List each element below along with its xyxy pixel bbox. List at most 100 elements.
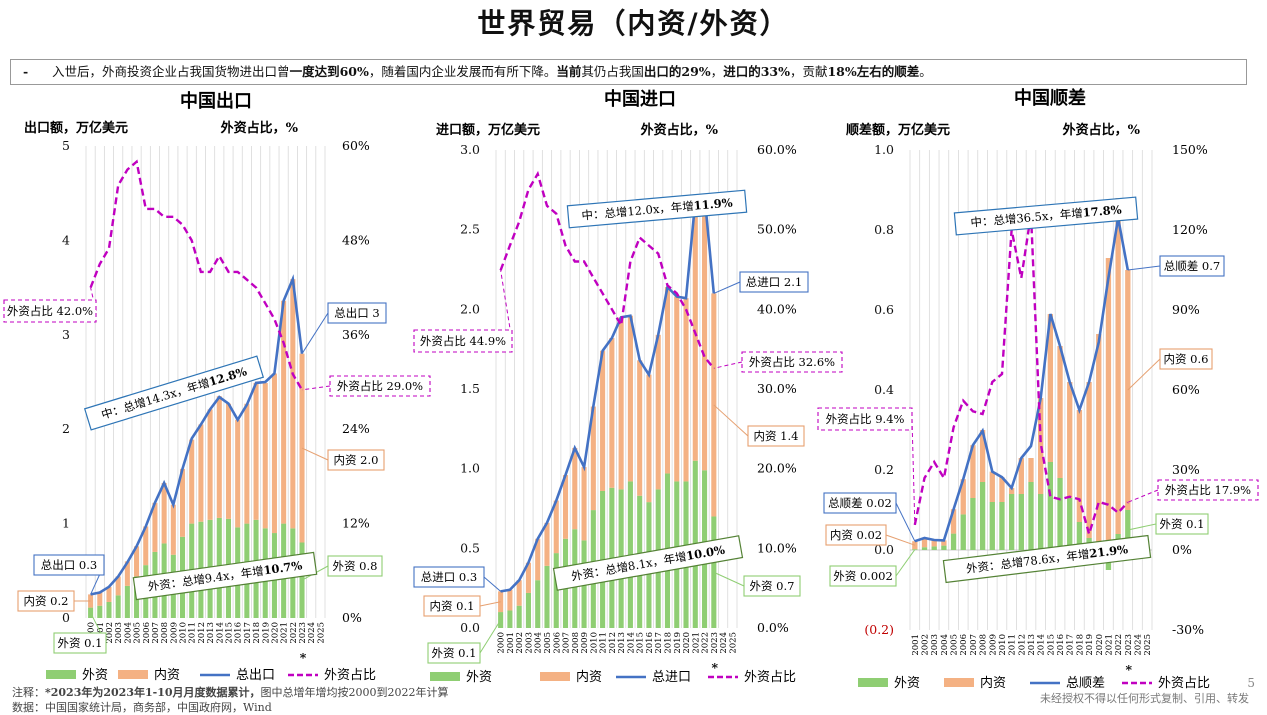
bar-foreign [97, 606, 102, 618]
bar-domestic [665, 287, 670, 473]
legend-swatch-foreign [430, 672, 460, 681]
panel-title: 中国进口 [604, 88, 676, 110]
x-tick-label: 2021 [1104, 634, 1114, 656]
x-tick-label: 2010 [998, 634, 1008, 656]
callout-foreign-start-leader [896, 550, 915, 576]
x-tick-label: 2013 [1027, 634, 1037, 656]
x-tick-label: 2016 [1056, 634, 1066, 656]
y2-axis-label: 外资占比，% [220, 120, 299, 136]
bar-foreign [1019, 494, 1024, 550]
legend-swatch-domestic [118, 670, 148, 679]
legend-label-domestic: 内资 [576, 669, 602, 685]
bar-foreign [1067, 498, 1072, 550]
bar-domestic [683, 298, 688, 481]
y2-axis-label: 外资占比，% [1062, 122, 1141, 138]
y-tick-label: 0 [62, 610, 70, 625]
y2-tick-label: 30.0% [757, 381, 797, 396]
callout-domestic-start: 内资 0.1 [430, 599, 475, 613]
growth-total-annotation: 中：总增36.5x，年增17.8% [954, 197, 1137, 235]
bar-domestic [235, 420, 240, 528]
x-tick-label: 2024 [1133, 634, 1143, 656]
bar-foreign [1057, 478, 1062, 550]
y2-tick-label: 50.0% [757, 222, 797, 237]
bar-domestic [990, 472, 995, 502]
bar-foreign [922, 547, 927, 550]
callout-total-end: 总进口 2.1 [746, 275, 802, 289]
bar-domestic [1125, 270, 1130, 510]
legend-label-share: 外资占比 [744, 670, 796, 685]
y-tick-label: 3.0 [460, 142, 480, 157]
bar-domestic [281, 301, 286, 524]
legend-label-domestic: 内资 [980, 675, 1006, 691]
y-axis-label: 进口额，万亿美元 [436, 122, 540, 138]
footnote-rest: 图中总增年增均按2000到2022年计算 [261, 686, 449, 699]
callout-domestic-start: 内资 0.2 [24, 594, 69, 608]
x-tick-label: 2008 [979, 634, 989, 656]
legend-label-share: 外资占比 [324, 668, 376, 683]
bar-foreign [1038, 494, 1043, 550]
x-tick-label: 2014 [1037, 634, 1047, 656]
y2-tick-label: 0.0% [757, 620, 789, 635]
footnote-prefix: 注释： [12, 686, 45, 699]
footnote-bold: *2023年为2023年1-10月月度数据累计， [45, 686, 261, 699]
callout-share-end: 外资占比 32.6% [749, 355, 835, 369]
y2-tick-label: 150% [1172, 142, 1208, 157]
bar-domestic [554, 501, 559, 554]
callout-domestic-end-leader [714, 405, 748, 436]
x-tick-label: 2025 [728, 632, 738, 654]
y-tick-label: 2.0 [460, 301, 480, 316]
bar-domestic [619, 317, 624, 489]
legend-label-foreign: 外资 [82, 668, 108, 683]
callout-domestic-start-leader [480, 602, 501, 606]
y2-tick-label: 36% [342, 327, 370, 342]
bar-domestic [217, 396, 222, 518]
x-tick-label: 2017 [1066, 634, 1076, 656]
callout-total-end: 总顺差 0.7 [1164, 259, 1220, 273]
x-tick-label: 2020 [1095, 634, 1105, 656]
y2-tick-label: 120% [1172, 222, 1208, 237]
bar-domestic [656, 335, 661, 490]
x-tick-label: 2009 [988, 634, 998, 656]
bar-domestic [1028, 458, 1033, 482]
bar-domestic [244, 404, 249, 524]
bar-foreign [961, 514, 966, 550]
growth-total-annotation: 中：总增12.0x，年增11.9% [567, 190, 746, 227]
panel-title: 中国顺差 [1014, 87, 1086, 109]
bar-domestic [208, 409, 213, 519]
callout-domestic-start: 内资 0.02 [830, 528, 882, 542]
x-tick-label: 2025 [1143, 634, 1153, 656]
x-tick-label: 2018 [1075, 634, 1085, 656]
y-tick-label: 1.0 [874, 142, 894, 157]
callout-total-start: 总出口 0.3 [41, 558, 97, 572]
y2-tick-label: 24% [342, 421, 370, 436]
panel-title: 中国出口 [180, 90, 252, 112]
callout-total-end-leader [714, 282, 740, 293]
bar-domestic [637, 360, 642, 495]
y-tick-label: 0.0 [460, 620, 480, 635]
bar-foreign [517, 606, 522, 628]
x-tick-label: 2001 [911, 634, 921, 656]
callout-foreign-start: 外资 0.1 [58, 636, 103, 650]
bar-domestic [226, 404, 231, 519]
bar-foreign [980, 482, 985, 550]
bar-foreign [507, 610, 512, 628]
callout-domestic-end: 内资 1.4 [754, 429, 799, 443]
y-tick-label: (0.2) [864, 622, 894, 637]
callout-total-start-leader [484, 577, 501, 591]
y2-tick-label: 40.0% [757, 301, 797, 316]
legend-label-total: 总进口 [652, 670, 691, 685]
x-tick-label: 2015 [1046, 634, 1056, 656]
callout-share-start: 外资占比 9.4% [826, 412, 905, 426]
legend-label-domestic: 内资 [154, 667, 180, 683]
bar-domestic [97, 593, 102, 606]
x-tick-label: 2006 [959, 634, 969, 656]
y-tick-label: 5 [62, 138, 70, 153]
y-tick-label: 0.4 [874, 382, 894, 397]
bar-foreign [932, 546, 937, 550]
x-tick-label: 2012 [1017, 634, 1027, 656]
growth-foreign-annotation: 外资：总增9.4x，年增10.7% [133, 552, 316, 599]
star-marker: * [712, 660, 719, 675]
legend-label-total: 总出口 [236, 668, 275, 683]
x-tick-label: 2025 [316, 622, 326, 644]
bar-domestic [1106, 258, 1111, 550]
